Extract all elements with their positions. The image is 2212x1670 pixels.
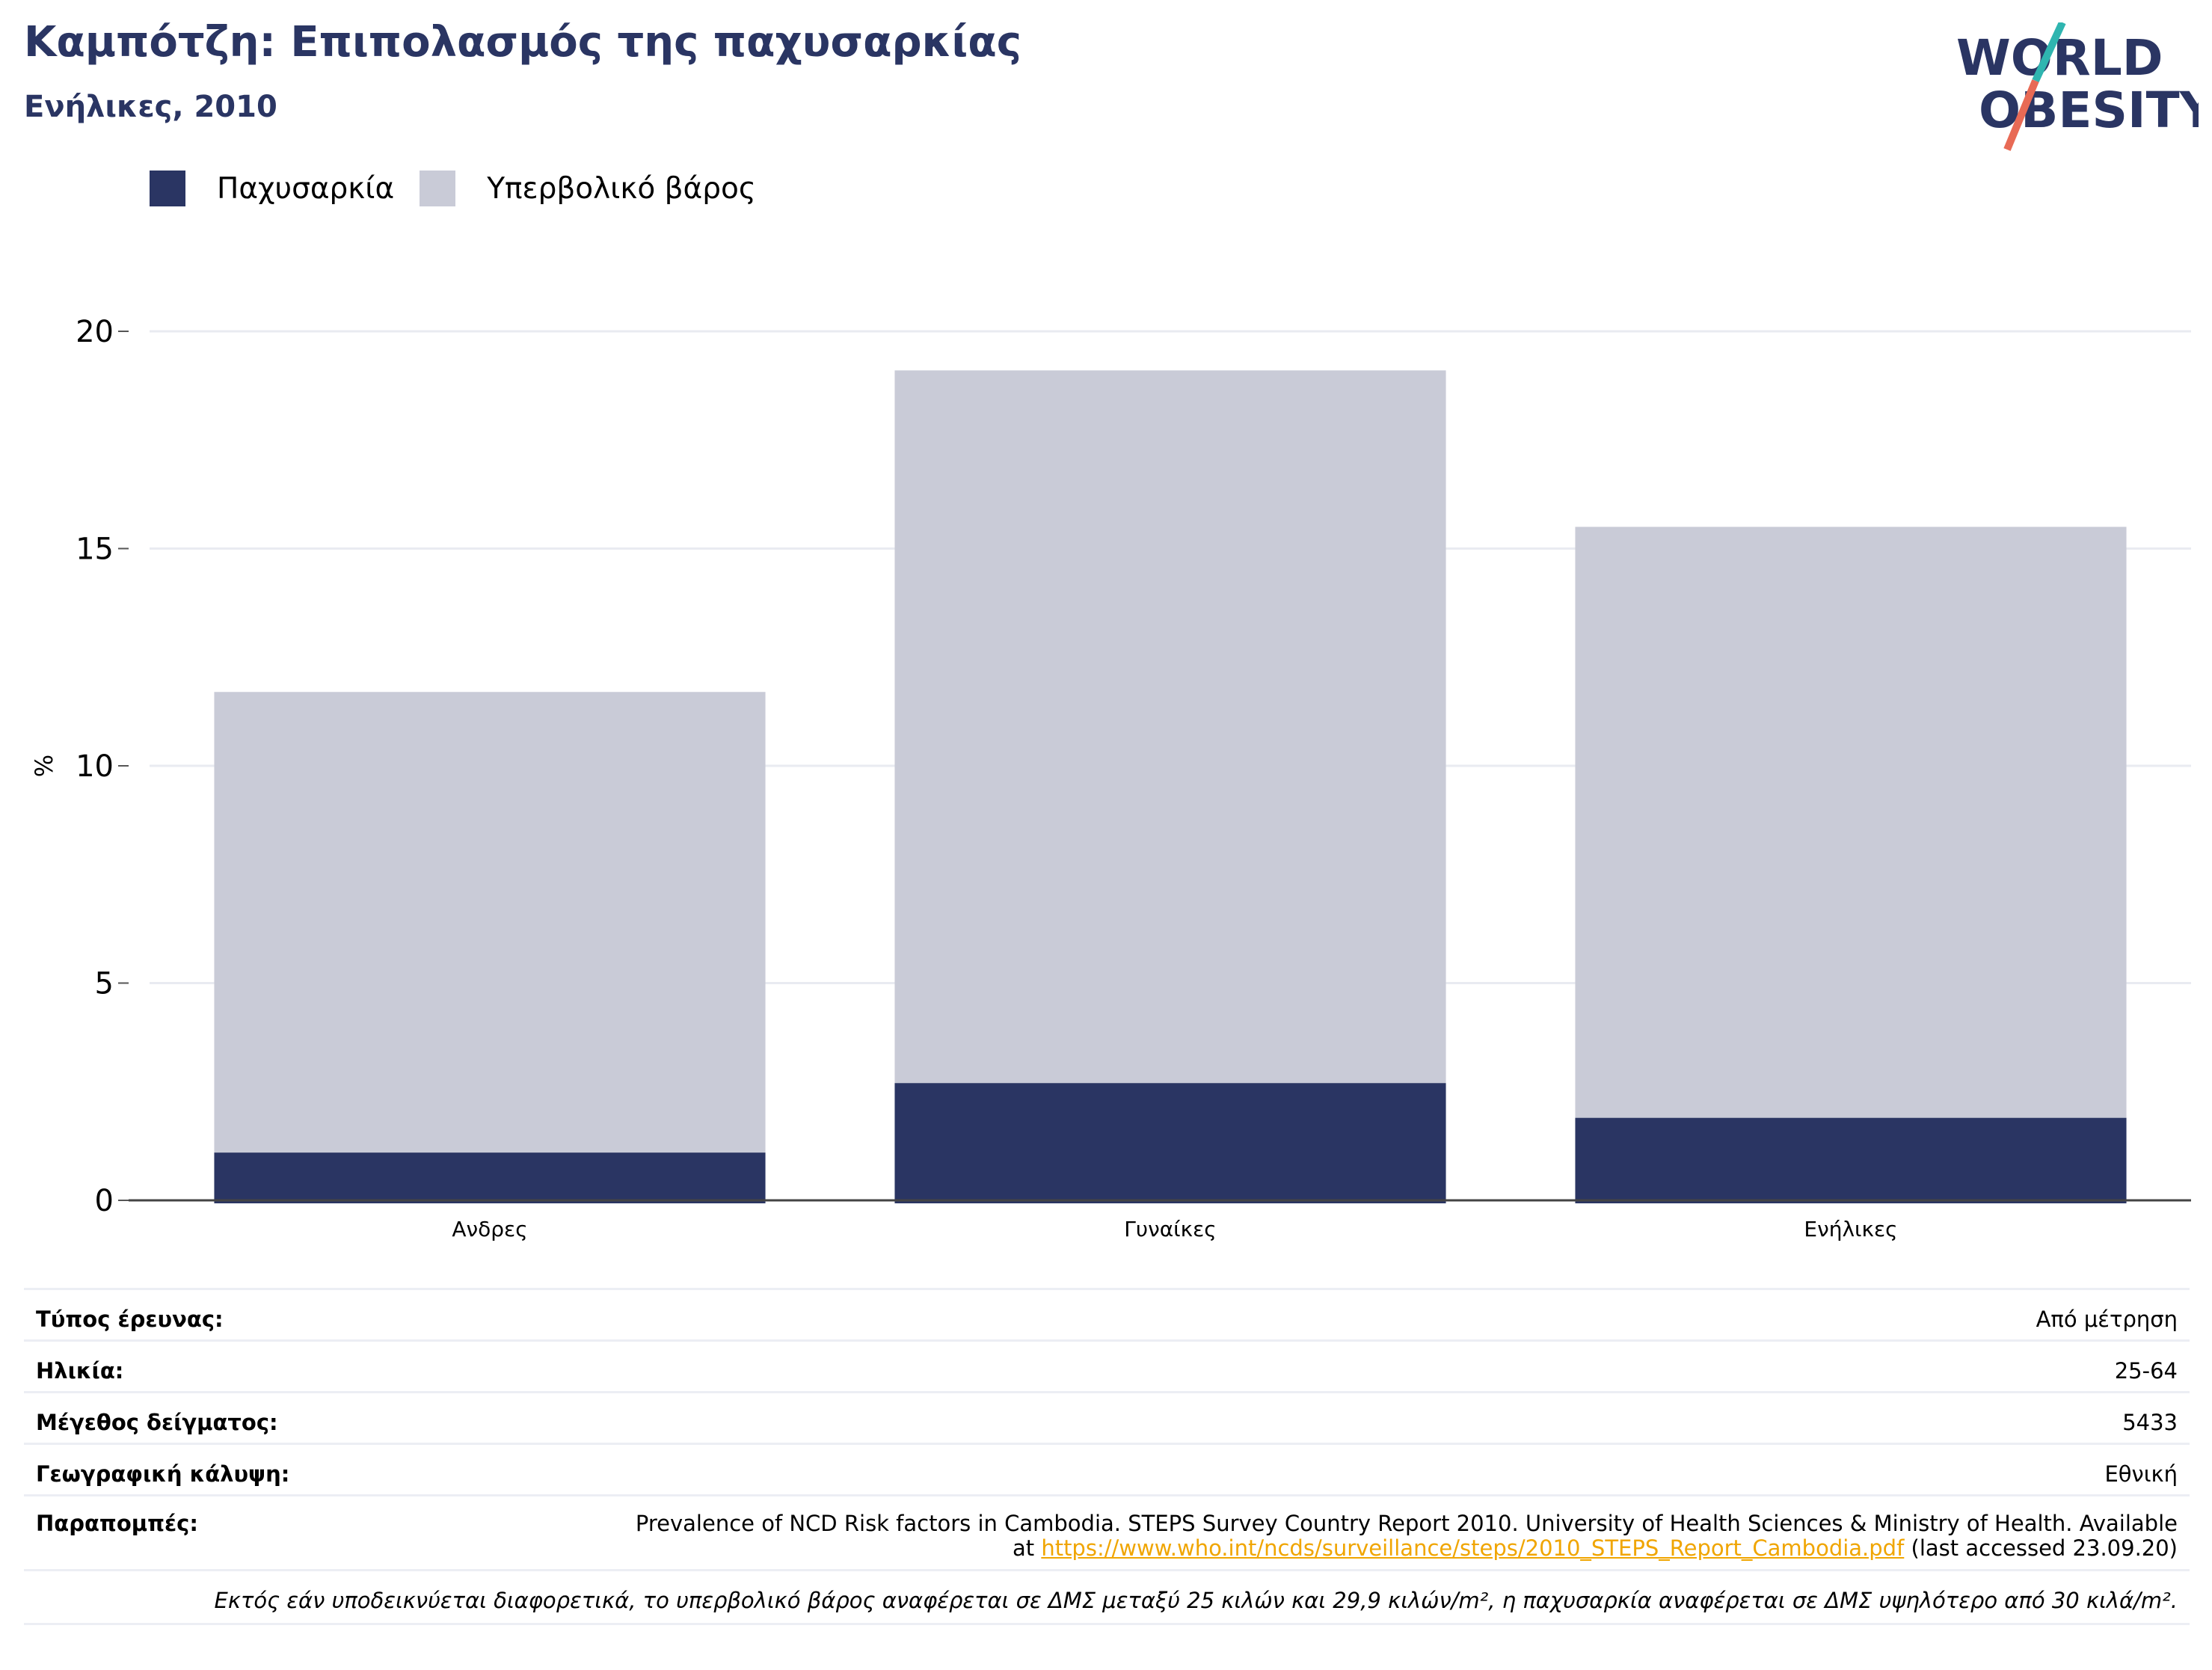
info-value: 25-64 <box>340 1339 2190 1393</box>
bar-overweight <box>894 370 1446 1084</box>
info-row-survey-type: Τύπος έρευνας: Από μέτρηση <box>24 1288 2190 1341</box>
info-table: Τύπος έρευνας: Από μέτρηση Ηλικία: 25-64… <box>24 1288 2190 1625</box>
x-tick-label: Γυναίκες <box>1124 1217 1216 1241</box>
info-key: Γεωγραφική κάλυψη: <box>24 1443 340 1496</box>
logo-slash-top <box>2032 22 2066 83</box>
info-value: Από μέτρηση <box>340 1288 2190 1341</box>
legend-label-overweight: Υπερβολικό βάρος <box>487 171 756 206</box>
info-row-age: Ηλικία: 25-64 <box>24 1339 2190 1393</box>
legend-swatch-obesity <box>150 171 185 206</box>
chart-title: Καμπότζη: Επιπολασμός της παχυσαρκίας <box>24 18 1021 67</box>
references-suffix: (last accessed 23.09.20) <box>1904 1535 2178 1561</box>
references-link[interactable]: https://www.who.int/ncds/surveillance/st… <box>1041 1535 1905 1561</box>
info-row-references: Παραπομπές: Prevalence of NCD Risk facto… <box>24 1494 2190 1571</box>
bar-chart: 0 5 10 15 20% Ανδρες Γυναίκες Ενήλικες <box>30 315 2191 1241</box>
legend-label-obesity: Παχυσαρκία <box>217 171 395 206</box>
references-text: Prevalence of NCD Risk factors in Cambod… <box>340 1494 2190 1571</box>
info-value: Εθνική <box>340 1443 2190 1496</box>
chart-subtitle: Ενήλικες, 2010 <box>24 90 277 124</box>
info-row-sample-size: Μέγεθος δείγματος: 5433 <box>24 1391 2190 1444</box>
bmi-note: Εκτός εάν υποδεικνύεται διαφορετικά, το … <box>24 1569 2190 1625</box>
y-tick-label: 5 <box>95 967 114 1001</box>
legend-item-overweight[interactable]: Υπερβολικό βάρος <box>420 171 756 206</box>
info-key: Μέγεθος δείγματος: <box>24 1391 340 1444</box>
bar-obesity <box>1575 1117 2127 1203</box>
bar-obesity <box>214 1152 766 1203</box>
y-tick-label: 10 <box>76 749 114 784</box>
logo-slash-bottom <box>2003 79 2039 151</box>
y-axis-label: % <box>30 755 58 777</box>
bar-overweight <box>1575 527 2127 1118</box>
info-key: Ηλικία: <box>24 1339 340 1393</box>
y-tick-label: 20 <box>76 315 114 349</box>
references-prefix: at <box>1012 1535 1042 1561</box>
bar-overweight <box>214 692 766 1153</box>
logo-line-1: WORLD <box>1956 29 2163 87</box>
info-row-note: Εκτός εάν υποδεικνύεται διαφορετικά, το … <box>24 1569 2190 1625</box>
info-row-coverage: Γεωγραφική κάλυψη: Εθνική <box>24 1443 2190 1496</box>
info-key: Τύπος έρευνας: <box>24 1288 340 1341</box>
x-tick-label: Ανδρες <box>452 1217 527 1241</box>
x-tick-label: Ενήλικες <box>1804 1217 1897 1241</box>
bar-obesity <box>894 1083 1446 1203</box>
legend-swatch-overweight <box>420 171 456 206</box>
info-value: 5433 <box>340 1391 2190 1444</box>
y-tick-label: 0 <box>95 1184 114 1218</box>
legend: Παχυσαρκία Υπερβολικό βάρος <box>150 171 781 206</box>
world-obesity-logo: WORLD OBESITY <box>1956 22 2199 151</box>
y-tick-label: 15 <box>76 532 114 567</box>
info-key: Παραπομπές: <box>24 1494 340 1571</box>
legend-item-obesity[interactable]: Παχυσαρκία <box>150 171 394 206</box>
references-line-1: Prevalence of NCD Risk factors in Cambod… <box>635 1511 2178 1536</box>
